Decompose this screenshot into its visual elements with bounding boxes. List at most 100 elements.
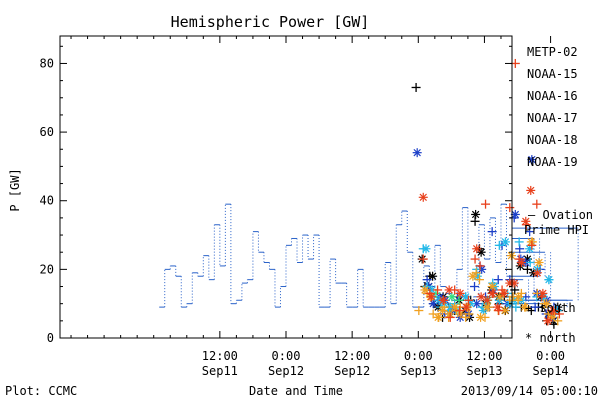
data-point-north [427, 292, 437, 302]
star-stroke-d2 [543, 299, 551, 308]
star-stroke-d2 [527, 186, 535, 195]
star-stroke-d2 [469, 272, 477, 280]
star-stroke-d2 [549, 306, 558, 315]
data-point-south [493, 275, 503, 285]
legend-entry: NOAA-16 [527, 89, 578, 103]
data-point-north [521, 216, 531, 226]
data-point-south [454, 295, 464, 305]
data-point-north [418, 192, 428, 202]
star-stroke-d2 [511, 210, 520, 219]
x-axis: 12:00Sep110:00Sep1212:00Sep120:00Sep1312… [70, 36, 569, 378]
star-stroke-d2 [434, 313, 442, 322]
data-point-north [499, 288, 509, 298]
data-point-south [525, 258, 535, 267]
data-point-north [514, 292, 524, 302]
star-stroke-d2 [477, 293, 485, 301]
star-stroke-d2 [507, 251, 516, 260]
star-stroke-d2 [450, 303, 459, 311]
star-stroke-d2 [528, 155, 536, 164]
data-point-south [525, 227, 535, 237]
data-point-south [464, 309, 474, 319]
y-tick-label: 80 [40, 56, 54, 70]
star-stroke-d2 [539, 289, 547, 298]
star-stroke-d2 [517, 258, 526, 267]
legend-entry: METP-02 [527, 45, 578, 59]
data-point-south [411, 82, 421, 92]
x-tick-day: Sep13 [466, 364, 502, 378]
star-stroke-d2 [501, 238, 510, 246]
data-point-south [455, 306, 465, 316]
star-stroke-d2 [461, 293, 470, 301]
data-point-north [548, 306, 558, 316]
data-point-north [487, 288, 497, 298]
data-point-north [542, 299, 552, 309]
x-tick-time: 12:00 [202, 349, 238, 363]
x-tick-day: Sep12 [268, 364, 304, 378]
y-axis: 0 20 40 60 80 [40, 45, 512, 345]
star-stroke-d2 [472, 245, 481, 253]
data-point-south [481, 199, 491, 209]
data-point-north [534, 258, 544, 267]
data-point-north [471, 209, 481, 219]
x-tick-day: Sep11 [202, 364, 238, 378]
y-tick-label: 40 [40, 194, 54, 208]
data-point-south [433, 285, 443, 295]
chart-title: Hemispheric Power [GW] [171, 13, 370, 31]
star-stroke-d2 [493, 303, 502, 311]
star-stroke-d2 [483, 296, 491, 304]
data-point-north [532, 268, 542, 278]
data-point-south [505, 203, 515, 213]
star-stroke-d2 [413, 148, 421, 157]
data-point-north [482, 295, 492, 305]
star-stroke-d2 [421, 286, 429, 294]
data-point-south [470, 254, 480, 264]
x-tick-time: 12:00 [334, 349, 370, 363]
data-point-north [476, 312, 486, 322]
data-point-north [527, 155, 537, 165]
x-tick-day: Sep13 [400, 364, 436, 378]
data-point-south [474, 275, 484, 285]
ovation-legend-label: – Ovation [528, 208, 593, 222]
data-point-north [420, 285, 430, 295]
star-stroke-d2 [462, 303, 470, 311]
star-stroke-d2 [477, 265, 486, 274]
star-stroke-d2 [500, 289, 509, 298]
x-tick-time: 0:00 [536, 349, 565, 363]
star-stroke-d2 [438, 306, 447, 315]
data-point-north [455, 288, 465, 298]
star-stroke-d2 [448, 293, 456, 301]
data-point-south [475, 261, 485, 271]
star-stroke-d2 [545, 275, 553, 284]
star-stroke-d2 [501, 306, 509, 315]
data-point-south [418, 254, 428, 264]
data-point-south [532, 199, 542, 209]
data-point-south [514, 237, 524, 247]
data-point-north [472, 244, 482, 254]
data-point-north [433, 312, 443, 322]
data-point-north [461, 302, 471, 312]
data-point-north [450, 302, 460, 312]
star-stroke-d2 [533, 269, 542, 277]
data-point-north [428, 271, 438, 281]
data-point-south [530, 302, 540, 312]
data-point-north [516, 258, 526, 267]
star-stroke-d2 [429, 299, 437, 308]
data-point-north [487, 282, 497, 292]
data-point-south [463, 295, 473, 305]
north-legend-label: * north [525, 331, 576, 345]
data-point-north [538, 288, 548, 298]
x-axis-label: Date and Time [249, 384, 343, 398]
star-stroke-d2 [477, 248, 485, 256]
star-stroke-d2 [428, 272, 437, 280]
star-stroke-d2 [483, 303, 491, 311]
data-point-north [526, 185, 536, 195]
data-point-north [500, 237, 510, 247]
star-stroke-d2 [520, 303, 529, 311]
y-tick-label: 0 [47, 331, 54, 345]
data-point-south [487, 227, 497, 237]
data-point-north [412, 148, 422, 158]
data-point-south [428, 309, 438, 319]
legend-entry: NOAA-17 [527, 111, 578, 125]
legend-entry: NOAA-18 [527, 133, 578, 147]
